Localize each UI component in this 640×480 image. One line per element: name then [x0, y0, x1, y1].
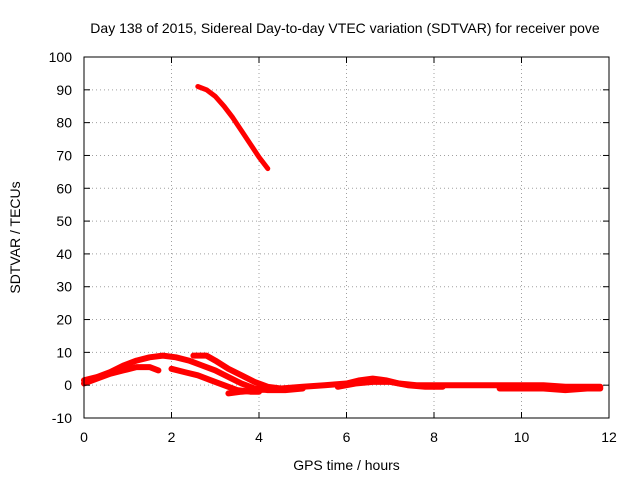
series-line [195, 84, 271, 172]
y-tick-label: 80 [56, 115, 72, 131]
series-line [190, 352, 284, 392]
x-tick-label: 2 [168, 429, 176, 445]
series-line [334, 378, 446, 390]
x-tick-label: 0 [80, 429, 88, 445]
y-tick-label: 60 [56, 180, 72, 196]
y-tick-label: 70 [56, 147, 72, 163]
grid [84, 57, 609, 418]
y-tick-label: 40 [56, 246, 72, 262]
axis-ticks: 0 2 4 6 8 10 12 -10 0 10 20 30 40 50 60 70 80 90 100 [49, 49, 617, 445]
y-tick-label: 10 [56, 344, 72, 360]
series-line [225, 385, 280, 397]
x-tick-label: 10 [514, 429, 530, 445]
series-group [81, 84, 604, 397]
x-tick-label: 8 [430, 429, 438, 445]
x-tick-label: 4 [255, 429, 263, 445]
x-axis-title: GPS time / hours [293, 457, 400, 473]
x-tick-label: 6 [343, 429, 351, 445]
series-line [496, 385, 604, 394]
y-tick-label: 50 [56, 213, 72, 229]
series-line [81, 364, 162, 387]
y-axis-title: SDTVAR / TECUs [7, 181, 23, 293]
y-tick-label: 90 [56, 82, 72, 98]
x-tick-label: 12 [601, 429, 617, 445]
y-tick-label: 30 [56, 279, 72, 295]
y-tick-label: 20 [56, 312, 72, 328]
chart-title: Day 138 of 2015, Sidereal Day-to-day VTE… [90, 20, 600, 36]
y-tick-label: 0 [64, 377, 72, 393]
y-tick-label: -10 [52, 410, 72, 426]
y-tick-label: 100 [49, 49, 73, 65]
